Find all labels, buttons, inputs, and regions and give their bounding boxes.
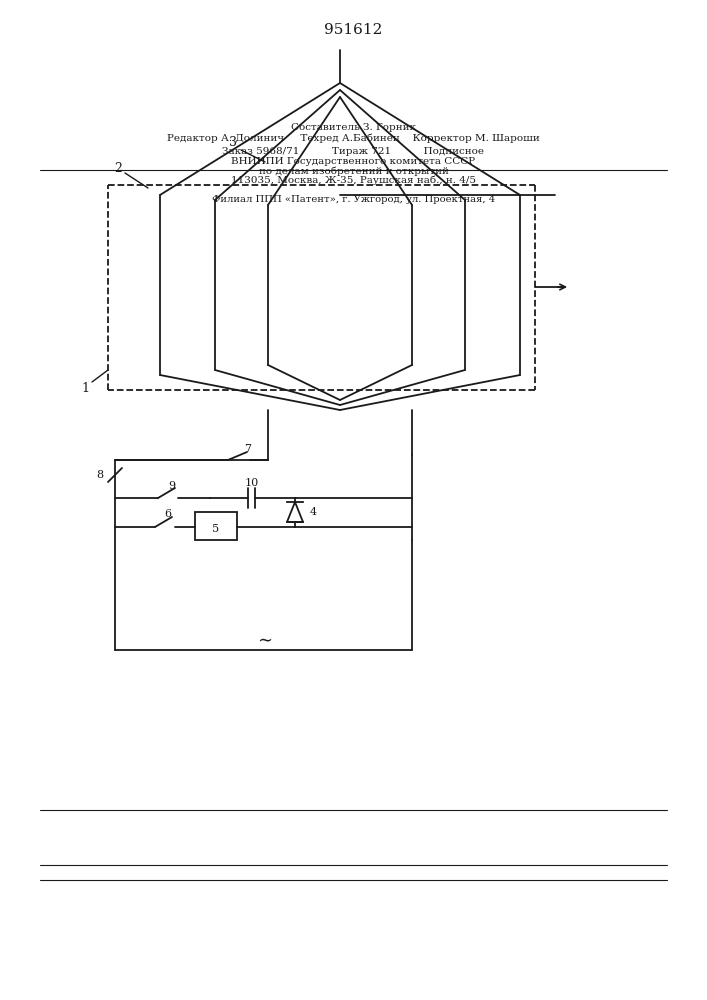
Text: 8: 8	[96, 470, 103, 480]
Text: 6: 6	[165, 509, 172, 519]
Text: Филиал ППП «Патент», г. Ужгород, ул. Проектная, 4: Филиал ППП «Патент», г. Ужгород, ул. Про…	[212, 196, 495, 205]
Text: Заказ 5968/71          Тираж 721          Подписное: Заказ 5968/71 Тираж 721 Подписное	[223, 146, 484, 155]
Text: Составитель З. Горник: Составитель З. Горник	[291, 123, 416, 132]
Text: 3: 3	[229, 136, 237, 149]
Text: 5: 5	[212, 524, 220, 534]
Text: ВНИИПИ Государственного комитета СССР: ВНИИПИ Государственного комитета СССР	[231, 156, 476, 165]
Text: 951612: 951612	[324, 23, 382, 37]
Text: ∼: ∼	[257, 631, 273, 649]
Text: 113035, Москва, Ж-35, Раушская наб., н. 4/5: 113035, Москва, Ж-35, Раушская наб., н. …	[231, 175, 476, 185]
Text: 1: 1	[81, 381, 89, 394]
Text: Редактор А. Долинич     Техред А.Бабинец    Корректор М. Шароши: Редактор А. Долинич Техред А.Бабинец Кор…	[167, 133, 540, 143]
Text: 2: 2	[114, 161, 122, 174]
Text: 4: 4	[310, 507, 317, 517]
Text: 10: 10	[245, 478, 259, 488]
Polygon shape	[287, 502, 303, 522]
Text: 9: 9	[168, 481, 175, 491]
Text: 7: 7	[245, 444, 252, 454]
Text: по делам изобретений и открытий: по делам изобретений и открытий	[259, 166, 448, 176]
Bar	[195, 512, 237, 540]
